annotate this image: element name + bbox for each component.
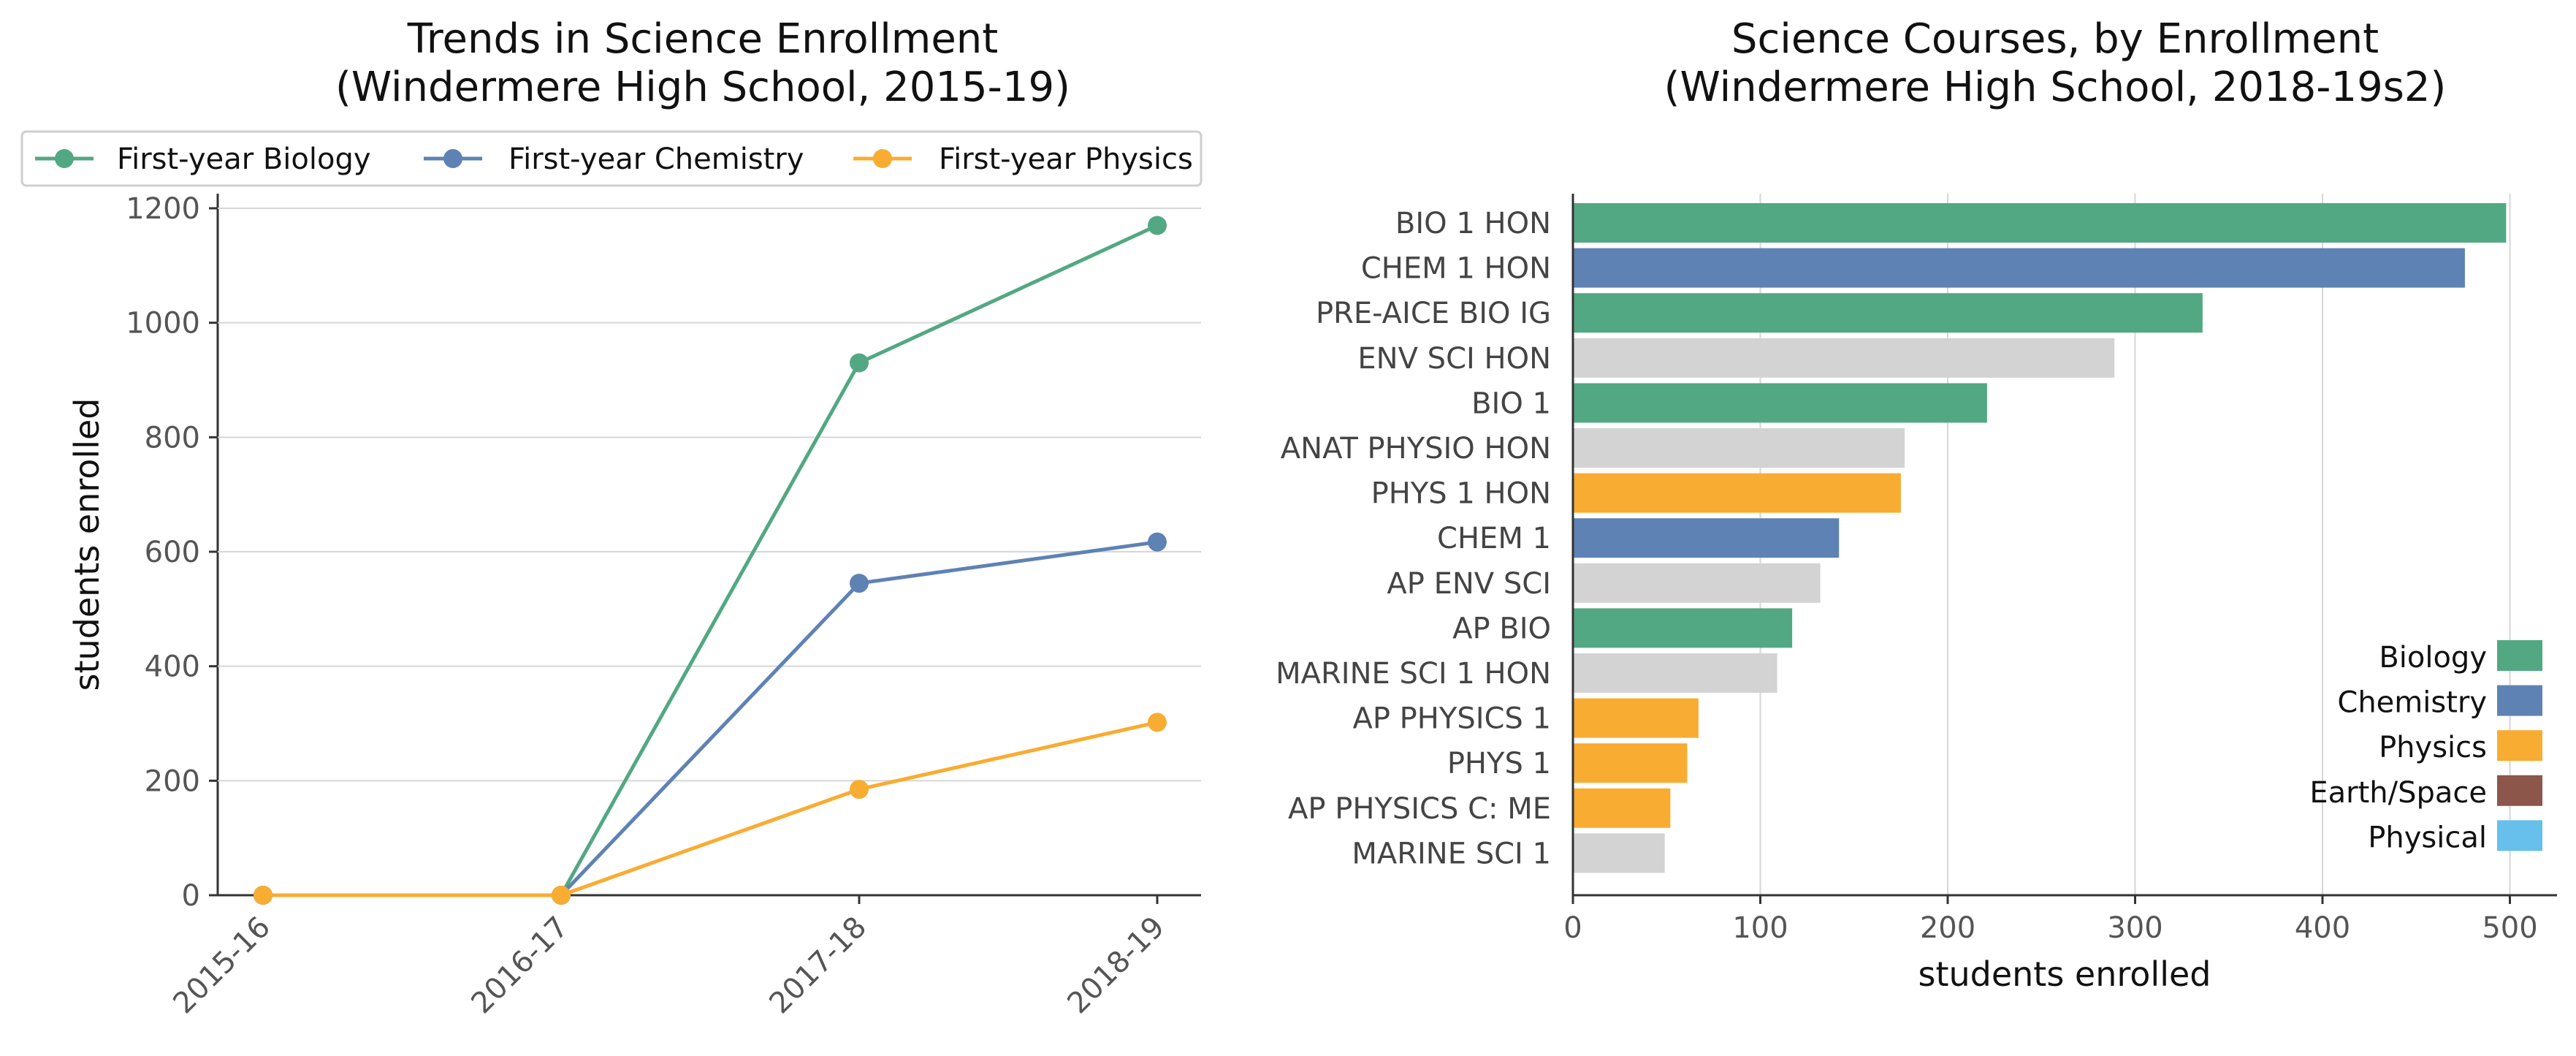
- category-label-phys-1-hon: PHYS 1 HON: [1371, 477, 1551, 511]
- legend-physics-marker: [873, 149, 892, 168]
- bar-phys-1-hon: [1573, 473, 1901, 513]
- category-label-ap-physics-c-me: AP PHYSICS C: ME: [1288, 792, 1551, 826]
- category-label-pre-aice-bio-ig: PRE-AICE BIO IG: [1316, 297, 1551, 330]
- left-y-ticks: 0 200 400 600 800 1000 1200: [126, 192, 218, 913]
- right-xtick-label-400: 400: [2295, 911, 2350, 945]
- category-label-phys-1: PHYS 1: [1447, 747, 1551, 780]
- bar-marine-sci-1: [1573, 833, 1665, 873]
- legend-label-earth-space: Earth/Space: [2309, 776, 2487, 810]
- bar-env-sci-hon: [1573, 338, 2115, 378]
- right-xtick-label-200: 200: [1920, 911, 1975, 945]
- left-chart-subtitle: (Windermere High School, 2015-19): [335, 64, 1070, 111]
- left-ytick-label-600: 600: [145, 536, 200, 569]
- point-first-year-chemistry-2017-18: [850, 574, 869, 593]
- right-x-ticks: 0 100 200 300 400 500: [1563, 895, 2538, 945]
- left-x-ticks: 2015-16 2016-17 2017-18 2018-19: [167, 895, 1171, 1020]
- point-first-year-physics-2018-19: [1148, 713, 1167, 732]
- category-label-anat-physio-hon: ANAT PHYSIO HON: [1281, 432, 1551, 466]
- legend-swatch-biology: [2497, 640, 2542, 671]
- bar-anat-physio-hon: [1573, 428, 1905, 468]
- legend-chemistry-marker: [443, 149, 462, 168]
- bar-phys-1: [1573, 743, 1688, 783]
- category-label-ap-physics-1: AP PHYSICS 1: [1352, 702, 1551, 736]
- category-label-bio-1-hon: BIO 1 HON: [1395, 207, 1551, 240]
- right-xtick-label-300: 300: [2107, 911, 2162, 945]
- category-label-ap-bio: AP BIO: [1452, 612, 1551, 645]
- bar-chem-1-hon: [1573, 248, 2465, 288]
- bar-bio-1: [1573, 383, 1987, 423]
- category-label-marine-sci-1-hon: MARINE SCI 1 HON: [1276, 657, 1551, 691]
- legend-swatch-physical: [2497, 820, 2542, 851]
- left-xtick-label-2018-19: 2018-19: [1061, 911, 1171, 1021]
- point-first-year-physics-2016-17: [552, 886, 571, 905]
- left-xtick-label-2017-18: 2017-18: [763, 911, 873, 1021]
- right-xtick-label-0: 0: [1563, 911, 1582, 945]
- category-label-marine-sci-1: MARINE SCI 1: [1352, 837, 1551, 870]
- right-chart-title: Science Courses, by Enrollment: [1731, 15, 2379, 63]
- legend-swatch-chemistry: [2497, 685, 2542, 716]
- left-ytick-label-1200: 1200: [126, 192, 200, 226]
- right-x-axis-label: students enrolled: [1918, 954, 2211, 994]
- bar-pre-aice-bio-ig: [1573, 293, 2203, 333]
- bar-ap-env-sci: [1573, 563, 1821, 603]
- right-bars: [1573, 203, 2507, 873]
- category-label-chem-1: CHEM 1: [1437, 522, 1551, 555]
- series-line-first-year-physics: [263, 720, 1158, 897]
- left-series: [254, 216, 1167, 905]
- left-ytick-label-400: 400: [145, 650, 200, 684]
- left-xtick-label-2015-16: 2015-16: [167, 911, 277, 1021]
- category-label-env-sci-hon: ENV SCI HON: [1357, 342, 1551, 376]
- left-ytick-label-0: 0: [182, 879, 200, 913]
- left-legend-box: [20, 130, 1203, 187]
- left-ytick-label-800: 800: [145, 421, 200, 455]
- bar-ap-bio: [1573, 608, 1793, 648]
- left-xtick-label-2016-17: 2016-17: [465, 911, 575, 1021]
- legend-label-chemistry: Chemistry: [2337, 686, 2487, 720]
- right-chart-subtitle: (Windermere High School, 2018-19s2): [1664, 64, 2447, 111]
- left-y-axis-label: students enrolled: [67, 398, 107, 691]
- legend-biology-marker: [55, 149, 74, 168]
- category-label-chem-1-hon: CHEM 1 HON: [1361, 252, 1551, 286]
- legend-label-biology: Biology: [2379, 641, 2487, 675]
- legend-chemistry-label: First-year Chemistry: [508, 143, 804, 176]
- point-first-year-biology-2018-19: [1148, 216, 1167, 235]
- legend-biology-label: First-year Biology: [117, 143, 371, 176]
- left-chart-title: Trends in Science Enrollment: [407, 15, 998, 63]
- legend-label-physical: Physical: [2368, 821, 2487, 854]
- legend-swatch-physics: [2497, 730, 2542, 761]
- right-xtick-label-100: 100: [1732, 911, 1788, 945]
- left-gridlines: [218, 208, 1201, 782]
- point-first-year-biology-2017-18: [850, 353, 869, 373]
- bar-ap-physics-1: [1573, 698, 1699, 738]
- category-label-bio-1: BIO 1: [1471, 387, 1551, 420]
- point-first-year-chemistry-2018-19: [1148, 532, 1167, 552]
- left-ytick-label-200: 200: [145, 764, 200, 798]
- left-ytick-label-1000: 1000: [126, 307, 200, 341]
- bar-bio-1-hon: [1573, 203, 2507, 243]
- bar-chem-1: [1573, 518, 1840, 558]
- category-label-ap-env-sci: AP ENV SCI: [1387, 567, 1551, 601]
- point-first-year-physics-2017-18: [850, 780, 869, 799]
- legend-physics-label: First-year Physics: [939, 143, 1193, 176]
- bar-ap-physics-c-me: [1573, 788, 1671, 828]
- legend-swatch-earth-space: [2497, 775, 2542, 806]
- legend-label-physics: Physics: [2379, 731, 2487, 764]
- right-legend: Biology Chemistry Physics Earth/Space Physic…: [2309, 640, 2542, 854]
- bar-marine-sci-1-hon: [1573, 653, 1777, 693]
- point-first-year-physics-2015-16: [254, 886, 273, 905]
- right-xtick-label-500: 500: [2482, 911, 2537, 945]
- right-category-labels: BIO 1 HON CHEM 1 HON PRE-AICE BIO IG ENV SC…: [1276, 207, 1551, 870]
